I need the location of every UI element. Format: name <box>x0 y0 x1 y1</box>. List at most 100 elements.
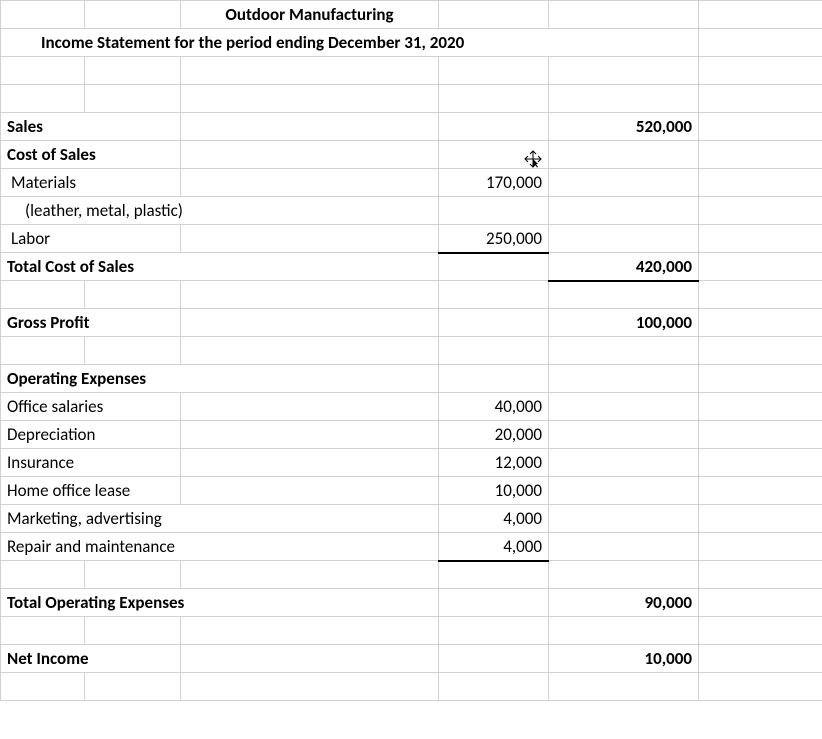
insurance-label[interactable]: Insurance <box>1 449 181 477</box>
cell[interactable] <box>549 141 699 169</box>
cell[interactable] <box>699 393 822 421</box>
cell[interactable] <box>699 85 822 113</box>
cell[interactable] <box>549 281 699 309</box>
cell[interactable] <box>549 365 699 393</box>
cell[interactable] <box>699 197 822 225</box>
office-salaries-label[interactable]: Office salaries <box>1 393 181 421</box>
cell[interactable] <box>699 309 822 337</box>
cell[interactable] <box>85 57 181 85</box>
cell[interactable] <box>85 673 181 701</box>
cell[interactable] <box>181 421 439 449</box>
cell[interactable] <box>1 337 85 365</box>
office-salaries-value[interactable]: 40,000 <box>439 393 549 421</box>
cell[interactable] <box>549 57 699 85</box>
cell[interactable] <box>549 533 699 561</box>
cell[interactable] <box>439 253 549 281</box>
materials-label[interactable]: Materials <box>1 169 181 197</box>
cell[interactable] <box>699 57 822 85</box>
cell[interactable] <box>549 337 699 365</box>
cell[interactable] <box>439 309 549 337</box>
cell[interactable] <box>699 673 822 701</box>
cell[interactable] <box>439 589 549 617</box>
gross-profit-value[interactable]: 100,000 <box>549 309 699 337</box>
total-cos-value[interactable]: 420,000 <box>549 253 699 281</box>
cell[interactable] <box>699 477 822 505</box>
cell[interactable] <box>85 561 181 589</box>
cost-of-sales-header[interactable]: Cost of Sales <box>1 141 181 169</box>
cell[interactable] <box>85 617 181 645</box>
cell[interactable] <box>699 253 822 281</box>
cell[interactable] <box>439 85 549 113</box>
cell[interactable] <box>549 561 699 589</box>
cell[interactable] <box>549 505 699 533</box>
cell[interactable] <box>699 449 822 477</box>
cell[interactable] <box>181 281 439 309</box>
cell[interactable] <box>439 337 549 365</box>
cell[interactable] <box>549 393 699 421</box>
cell[interactable] <box>439 1 549 29</box>
cell[interactable] <box>181 337 439 365</box>
depreciation-label[interactable]: Depreciation <box>1 421 181 449</box>
insurance-value[interactable]: 12,000 <box>439 449 549 477</box>
cell[interactable] <box>549 477 699 505</box>
cell[interactable] <box>439 141 549 169</box>
cell[interactable] <box>85 85 181 113</box>
depreciation-value[interactable]: 20,000 <box>439 421 549 449</box>
cell[interactable] <box>181 169 439 197</box>
company-name[interactable]: Outdoor Manufacturing <box>181 1 439 29</box>
cell[interactable] <box>699 141 822 169</box>
cell[interactable] <box>1 673 85 701</box>
cell[interactable] <box>181 673 439 701</box>
cell[interactable] <box>1 617 85 645</box>
net-income-value[interactable]: 10,000 <box>549 645 699 673</box>
cell[interactable] <box>699 365 822 393</box>
gross-profit-label[interactable]: Gross Profit <box>1 309 181 337</box>
cell[interactable] <box>699 337 822 365</box>
cell[interactable] <box>549 617 699 645</box>
cell[interactable] <box>181 477 439 505</box>
cell[interactable] <box>699 617 822 645</box>
cell[interactable] <box>699 505 822 533</box>
cell[interactable] <box>699 421 822 449</box>
labor-value[interactable]: 250,000 <box>439 225 549 253</box>
cell[interactable] <box>549 421 699 449</box>
cell[interactable] <box>1 85 85 113</box>
cell[interactable] <box>1 57 85 85</box>
lease-value[interactable]: 10,000 <box>439 477 549 505</box>
cell[interactable] <box>699 561 822 589</box>
cell[interactable] <box>181 645 439 673</box>
cell[interactable] <box>1 1 85 29</box>
cell[interactable] <box>85 337 181 365</box>
cell[interactable] <box>181 561 439 589</box>
cell[interactable] <box>549 197 699 225</box>
cell[interactable] <box>439 197 549 225</box>
cell[interactable] <box>85 281 181 309</box>
total-cos-label[interactable]: Total Cost of Sales <box>1 253 439 281</box>
marketing-value[interactable]: 4,000 <box>439 505 549 533</box>
sales-value[interactable]: 520,000 <box>549 113 699 141</box>
cell[interactable] <box>549 169 699 197</box>
cell[interactable] <box>181 141 439 169</box>
lease-label[interactable]: Home office lease <box>1 477 181 505</box>
materials-note[interactable]: (leather, metal, plastic) <box>1 197 439 225</box>
marketing-label[interactable]: Marketing, advertising <box>1 505 439 533</box>
cell[interactable] <box>439 365 549 393</box>
cell[interactable] <box>549 85 699 113</box>
cell[interactable] <box>439 561 549 589</box>
cell[interactable] <box>549 225 699 253</box>
sales-label[interactable]: Sales <box>1 113 181 141</box>
cell[interactable] <box>181 617 439 645</box>
cell[interactable] <box>699 29 822 57</box>
cell[interactable] <box>181 393 439 421</box>
cell[interactable] <box>181 449 439 477</box>
cell[interactable] <box>699 225 822 253</box>
cell[interactable] <box>699 169 822 197</box>
cell[interactable] <box>181 225 439 253</box>
cell[interactable] <box>439 617 549 645</box>
cell[interactable] <box>549 449 699 477</box>
total-opex-value[interactable]: 90,000 <box>549 589 699 617</box>
cell[interactable] <box>1 561 85 589</box>
cell[interactable] <box>439 57 549 85</box>
materials-value[interactable]: 170,000 <box>439 169 549 197</box>
repair-label[interactable]: Repair and maintenance <box>1 533 439 561</box>
